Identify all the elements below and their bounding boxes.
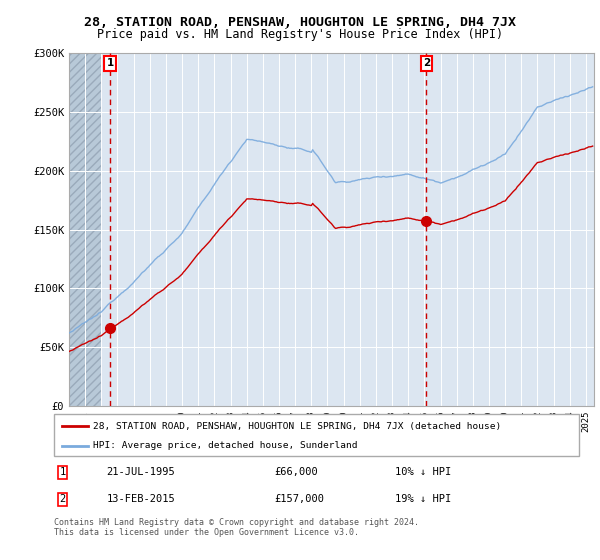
Text: Price paid vs. HM Land Registry's House Price Index (HPI): Price paid vs. HM Land Registry's House … — [97, 28, 503, 41]
Text: 1: 1 — [107, 58, 114, 68]
Text: 28, STATION ROAD, PENSHAW, HOUGHTON LE SPRING, DH4 7JX: 28, STATION ROAD, PENSHAW, HOUGHTON LE S… — [84, 16, 516, 29]
Text: 1: 1 — [59, 468, 65, 478]
FancyBboxPatch shape — [54, 414, 579, 456]
Text: £66,000: £66,000 — [275, 468, 318, 478]
Text: 21-JUL-1995: 21-JUL-1995 — [107, 468, 175, 478]
Bar — [69, 53, 101, 406]
Text: 19% ↓ HPI: 19% ↓ HPI — [395, 494, 452, 504]
Text: Contains HM Land Registry data © Crown copyright and database right 2024.
This d: Contains HM Land Registry data © Crown c… — [54, 518, 419, 538]
Text: 13-FEB-2015: 13-FEB-2015 — [107, 494, 175, 504]
Text: 28, STATION ROAD, PENSHAW, HOUGHTON LE SPRING, DH4 7JX (detached house): 28, STATION ROAD, PENSHAW, HOUGHTON LE S… — [94, 422, 502, 431]
Text: £157,000: £157,000 — [275, 494, 325, 504]
Text: 2: 2 — [59, 494, 65, 504]
Text: HPI: Average price, detached house, Sunderland: HPI: Average price, detached house, Sund… — [94, 441, 358, 450]
Text: 2: 2 — [422, 58, 430, 68]
Text: 10% ↓ HPI: 10% ↓ HPI — [395, 468, 452, 478]
